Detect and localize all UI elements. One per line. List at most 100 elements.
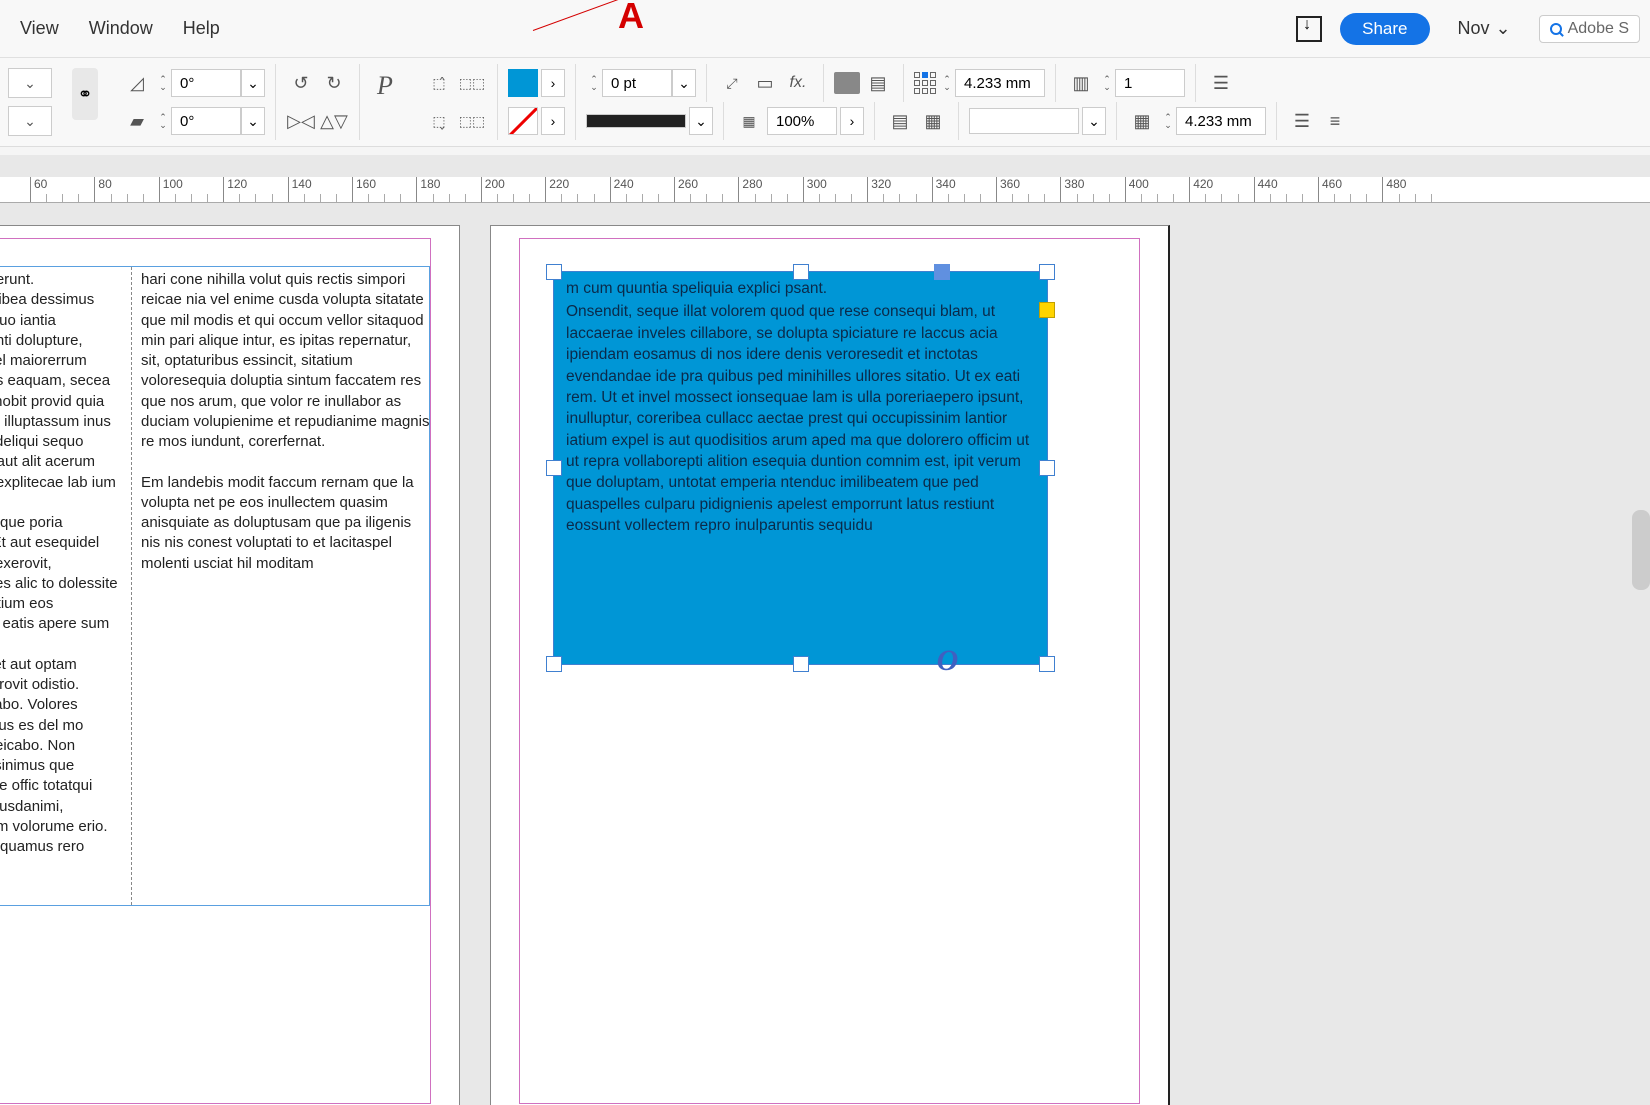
- paragraph-options-icon[interactable]: ☰: [1206, 69, 1236, 97]
- flip-horizontal-icon[interactable]: ▷◁: [286, 107, 316, 135]
- select-content-icon[interactable]: ⬚⬚: [457, 69, 487, 97]
- text-frame-left[interactable]: ui rerunt. ih itibea dessimus sequo iant…: [0, 266, 430, 906]
- rotation-value[interactable]: 0°: [171, 69, 241, 97]
- gutter-stepper[interactable]: ⌃⌄ 4.233 mm: [1160, 107, 1266, 135]
- document-viewport[interactable]: 6080100120140160180200220240260280300320…: [0, 155, 1650, 1105]
- ruler-tick: 400: [1125, 177, 1149, 202]
- columns-stepper[interactable]: ⌃⌄ 1: [1099, 69, 1185, 97]
- fit-frame-content-icon[interactable]: ⤢: [717, 69, 747, 97]
- wrap-offset-stepper[interactable]: ⌃⌄ 4.233 mm: [939, 69, 1045, 97]
- ruler-tick: 240: [610, 177, 634, 202]
- workspace-switcher[interactable]: Nov ⌄: [1448, 14, 1521, 43]
- search-placeholder: Adobe S: [1568, 20, 1629, 38]
- column-separator: [131, 267, 132, 905]
- wrap-around-bbox-icon[interactable]: ▤: [863, 69, 893, 97]
- frame-rotate-handle[interactable]: O: [937, 644, 959, 678]
- ruler-tick: 420: [1189, 177, 1213, 202]
- rotation-stepper[interactable]: ⌃⌄ 0° ⌄: [155, 69, 265, 97]
- stroke-weight-value[interactable]: 0 pt: [602, 69, 672, 97]
- columns-value[interactable]: 1: [1115, 69, 1185, 97]
- wrap-jump-next-icon[interactable]: ▦: [918, 107, 948, 135]
- stroke-swatch[interactable]: [508, 107, 538, 135]
- wrap-around-bg-icon[interactable]: [834, 72, 860, 94]
- ruler-tick: 60: [30, 177, 47, 202]
- object-style-preview[interactable]: [969, 108, 1079, 134]
- stroke-style-dropdown[interactable]: ⌄: [689, 107, 713, 135]
- para-style-icon[interactable]: P: [370, 72, 400, 100]
- horizontal-ruler[interactable]: 6080100120140160180200220240260280300320…: [0, 177, 1650, 203]
- checkerboard-icon[interactable]: ▦: [734, 107, 764, 135]
- grid-icon[interactable]: ▦: [1127, 107, 1157, 135]
- ruler-tick: 220: [545, 177, 569, 202]
- control-bar: ⚭ ◿ ⌃⌄ 0° ⌄ ↺ ↻ P ⬚̂ ⬚⬚ ›: [0, 58, 1650, 147]
- fill-swatch[interactable]: [508, 69, 538, 97]
- menu-view[interactable]: View: [20, 18, 59, 39]
- stroke-weight-dropdown[interactable]: ⌄: [672, 69, 696, 97]
- fx-icon[interactable]: fx.: [783, 69, 813, 97]
- stroke-swatch-expand[interactable]: ›: [541, 107, 565, 135]
- chevron-down-icon: ⌄: [1496, 18, 1511, 39]
- opacity-value[interactable]: 100%: [767, 107, 837, 135]
- select-container-icon[interactable]: ⬚̂: [424, 69, 454, 97]
- handle-top-mid[interactable]: [793, 264, 809, 280]
- rotate-ccw-icon[interactable]: ↺: [286, 69, 316, 97]
- story-options-icon[interactable]: ☰: [1287, 107, 1317, 135]
- shear-value[interactable]: 0°: [171, 107, 241, 135]
- selected-frame-text: m cum quuntia speliquia explici psant. O…: [566, 278, 1035, 539]
- ruler-tick: 80: [94, 177, 111, 202]
- fill-swatch-expand[interactable]: ›: [541, 69, 565, 97]
- rotate-indicator-icon: ◿: [122, 69, 152, 97]
- ruler-tick: 460: [1318, 177, 1342, 202]
- select-prev-icon[interactable]: ⬚̬: [424, 107, 454, 135]
- handle-bot-mid[interactable]: [793, 656, 809, 672]
- menu-window[interactable]: Window: [89, 18, 153, 39]
- menu-bar: View Window Help Share Nov ⌄ Adobe S: [0, 0, 1650, 58]
- fit-content-frame-icon[interactable]: ▭: [750, 69, 780, 97]
- selector-dropdown-row2[interactable]: [8, 106, 52, 136]
- ruler-tick: 440: [1254, 177, 1278, 202]
- ruler-tick: 360: [996, 177, 1020, 202]
- ruler-tick: 320: [867, 177, 891, 202]
- columns-icon[interactable]: ▥: [1066, 69, 1096, 97]
- gpu-perf-icon[interactable]: [1296, 16, 1322, 42]
- menu-help[interactable]: Help: [183, 18, 220, 39]
- selector-dropdown-row1[interactable]: [8, 68, 52, 98]
- rotate-cw-icon[interactable]: ↻: [319, 69, 349, 97]
- gutter-value[interactable]: 4.233 mm: [1176, 107, 1266, 135]
- page-right[interactable]: m cum quuntia speliquia explici psant. O…: [490, 225, 1170, 1105]
- handle-mid-left[interactable]: [546, 460, 562, 476]
- constrain-link-icon[interactable]: ⚭: [72, 68, 98, 120]
- ruler-tick: 100: [159, 177, 183, 202]
- vertical-scrollbar-thumb[interactable]: [1632, 510, 1650, 590]
- frame-refpoint-indicator[interactable]: [934, 264, 950, 280]
- ruler-tick: 200: [481, 177, 505, 202]
- ruler-tick: 180: [416, 177, 440, 202]
- stroke-style-preview[interactable]: [586, 114, 686, 128]
- wrap-jump-icon[interactable]: ▤: [885, 107, 915, 135]
- opacity-expand[interactable]: ›: [840, 107, 864, 135]
- handle-top-right[interactable]: [1039, 264, 1055, 280]
- rotation-dropdown[interactable]: ⌄: [241, 69, 265, 97]
- wrap-offset-value[interactable]: 4.233 mm: [955, 69, 1045, 97]
- select-next-icon[interactable]: ⬚⬚: [457, 107, 487, 135]
- handle-bot-left[interactable]: [546, 656, 562, 672]
- frame-out-port[interactable]: [1039, 302, 1055, 318]
- selected-frame[interactable]: m cum quuntia speliquia explici psant. O…: [553, 271, 1048, 665]
- object-style-dropdown[interactable]: ⌄: [1082, 107, 1106, 135]
- handle-mid-right[interactable]: [1039, 460, 1055, 476]
- shear-stepper[interactable]: ⌃⌄ 0° ⌄: [155, 107, 265, 135]
- adobe-search-input[interactable]: Adobe S: [1539, 15, 1640, 43]
- ruler-tick: 260: [674, 177, 698, 202]
- ruler-tick: 300: [803, 177, 827, 202]
- reference-point-grid[interactable]: [914, 72, 936, 94]
- workspace-label: Nov: [1458, 18, 1490, 39]
- handle-top-left[interactable]: [546, 264, 562, 280]
- stroke-weight-stepper[interactable]: ⌃⌄ 0 pt ⌄: [586, 69, 696, 97]
- ruler-tick: 380: [1060, 177, 1084, 202]
- page-left[interactable]: ui rerunt. ih itibea dessimus sequo iant…: [0, 225, 460, 1105]
- handle-bot-right[interactable]: [1039, 656, 1055, 672]
- more-options-icon[interactable]: ≡: [1320, 107, 1350, 135]
- shear-dropdown[interactable]: ⌄: [241, 107, 265, 135]
- flip-vertical-icon[interactable]: △▽: [319, 107, 349, 135]
- share-button[interactable]: Share: [1340, 13, 1429, 45]
